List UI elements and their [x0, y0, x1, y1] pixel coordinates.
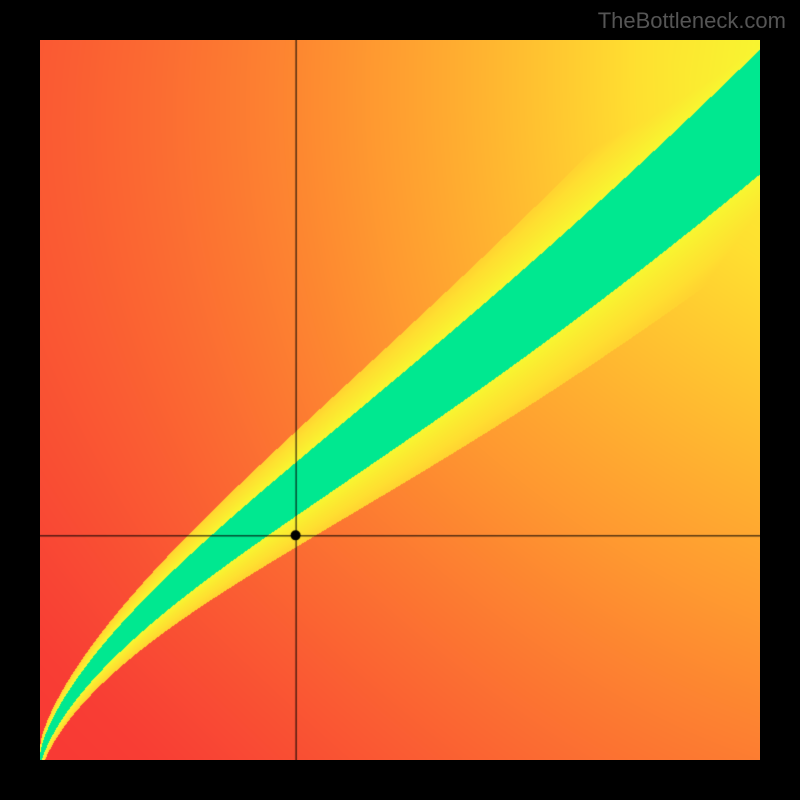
chart-frame: TheBottleneck.com: [0, 0, 800, 800]
watermark-text: TheBottleneck.com: [598, 8, 786, 34]
heatmap-canvas: [40, 40, 760, 760]
heatmap-plot: [40, 40, 760, 760]
